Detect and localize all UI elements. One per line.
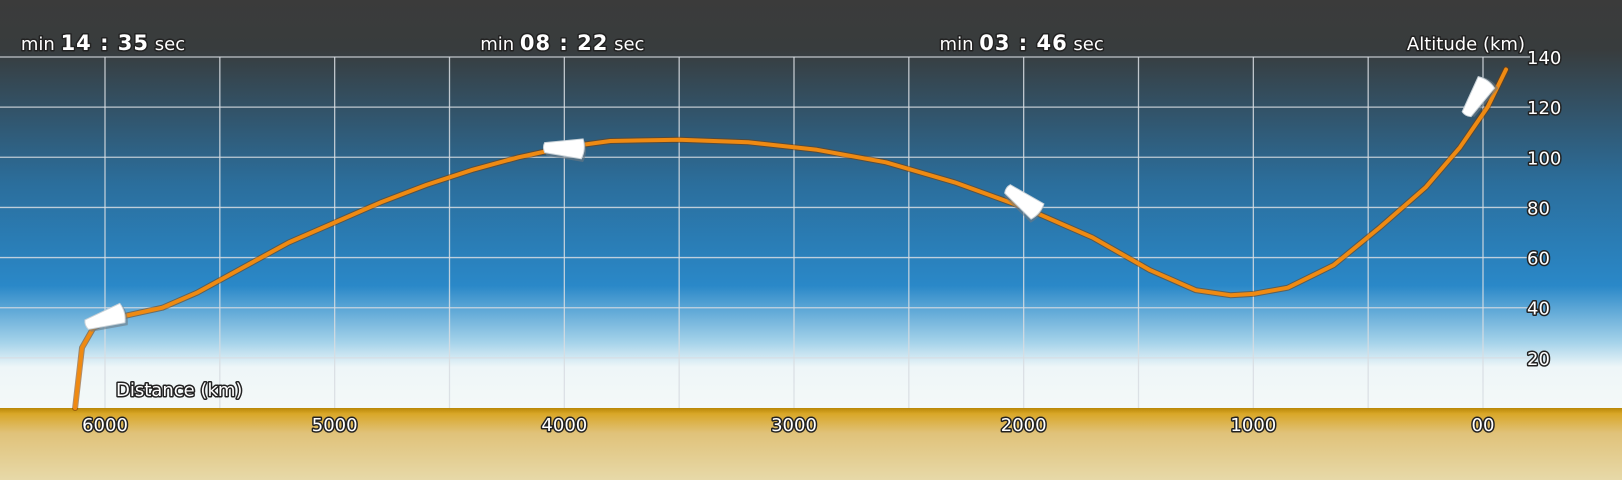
capsule-body <box>542 138 585 160</box>
time-value: 08 : 22 <box>520 31 608 55</box>
trajectory <box>72 66 1509 411</box>
y-tick-label: 100 <box>1527 148 1561 169</box>
time-suffix: sec <box>608 34 644 55</box>
time-suffix: sec <box>149 34 185 55</box>
y-tick-label: 80 <box>1527 198 1550 219</box>
y-tick-label: 60 <box>1527 249 1550 270</box>
time-value: 14 : 35 <box>61 31 149 55</box>
time-prefix: min <box>21 34 61 55</box>
capsule-body <box>1004 184 1045 220</box>
x-tick-label: 3000 <box>771 415 817 436</box>
time-annotation: min 03 : 46 sec <box>940 31 1104 55</box>
capsule-body <box>1461 76 1496 118</box>
y-tick-label: 40 <box>1527 299 1550 320</box>
capsule-body <box>84 302 126 330</box>
capsule-marker <box>84 302 128 332</box>
capsule-markers <box>84 76 1499 332</box>
capsule-marker <box>1004 184 1045 223</box>
time-prefix: min <box>940 34 980 55</box>
y-axis-title: Altitude (km) <box>1407 34 1525 55</box>
time-annotation: min 14 : 35 sec <box>21 31 185 55</box>
trajectory-line <box>73 67 1508 410</box>
labels: 6000 5000 4000 3000 2000 1000 00 20 40 60 80 100 120… <box>19 30 1562 438</box>
x-tick-label: 5000 <box>312 415 358 436</box>
ground-band <box>0 408 1622 480</box>
y-tick-label: 120 <box>1527 98 1561 119</box>
time-prefix: min <box>480 34 520 55</box>
time-suffix: sec <box>1068 34 1104 55</box>
x-tick-label: 4000 <box>541 415 587 436</box>
y-tick-label: 20 <box>1527 349 1550 370</box>
x-tick-label: 00 <box>1472 415 1495 436</box>
capsule-marker <box>1461 76 1499 118</box>
y-tick-label: 140 <box>1527 48 1561 69</box>
x-axis-title: Distance (km) <box>116 380 242 401</box>
x-tick-label: 1000 <box>1230 415 1276 436</box>
x-tick-label: 2000 <box>1001 415 1047 436</box>
time-annotation: min 08 : 22 sec <box>480 31 644 55</box>
x-tick-label: 6000 <box>82 415 128 436</box>
sky-background <box>0 0 1622 408</box>
capsule-marker <box>542 138 587 162</box>
time-value: 03 : 46 <box>979 31 1067 55</box>
